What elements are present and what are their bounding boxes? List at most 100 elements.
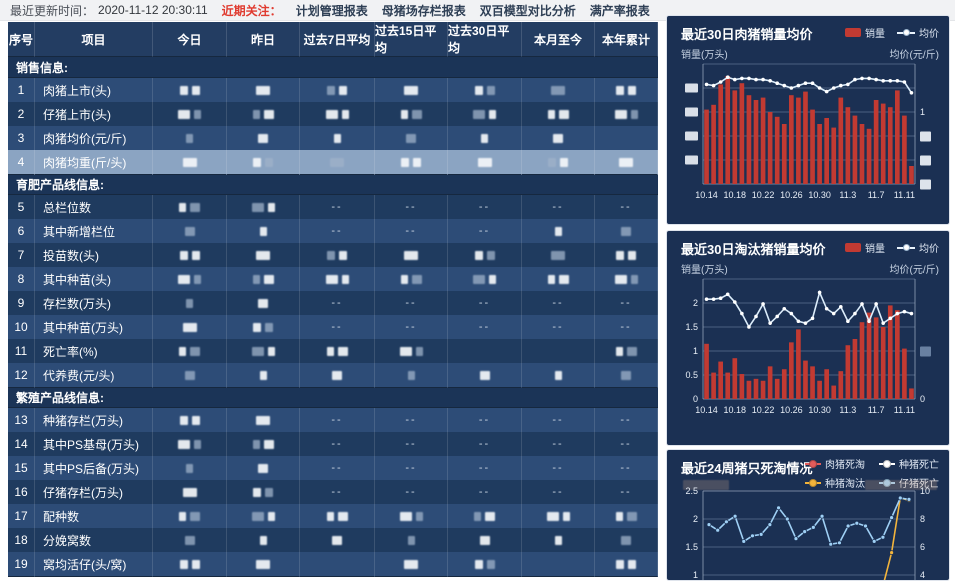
redacted-value xyxy=(179,415,188,425)
svg-text:10.18: 10.18 xyxy=(724,405,747,415)
redacted-value xyxy=(179,559,188,569)
redacted-value xyxy=(399,511,412,521)
redacted-value xyxy=(190,202,200,212)
data-cell xyxy=(227,552,300,577)
data-cell xyxy=(153,408,227,433)
legend-item-meat-pig-loss[interactable]: 肉猪死淘 xyxy=(805,456,865,471)
row-item-name: 存栏数(万头) xyxy=(35,291,153,316)
svg-text:10: 10 xyxy=(920,486,930,496)
data-cell: -- xyxy=(448,195,522,220)
svg-text:6: 6 xyxy=(920,542,925,552)
chart1-yright-name: 均价(元/斤) xyxy=(889,50,939,61)
row-item-name: 肉猪均重(斤/头) xyxy=(35,150,153,175)
data-cell xyxy=(522,102,595,127)
table-row[interactable]: 12 代养费(元/头) xyxy=(8,363,658,388)
link-sow-farm-report[interactable]: 母猪场存栏报表 xyxy=(381,3,466,18)
legend-item-piglet-death[interactable]: 仔猪死亡 xyxy=(879,475,939,490)
empty-value-dash: -- xyxy=(405,486,417,498)
table-row[interactable]: 4 肉猪均重(斤/头) xyxy=(8,150,658,175)
data-cell: -- xyxy=(522,432,595,457)
svg-text:2.5: 2.5 xyxy=(685,486,698,496)
table-row[interactable]: 14 其中PS基母(万头) -- -- -- -- -- xyxy=(8,432,658,457)
row-number: 12 xyxy=(8,363,35,388)
blue-line-legend-chip xyxy=(879,478,895,487)
legend-item-sales[interactable]: 销量 xyxy=(845,240,885,255)
row-item-name: 代养费(元/头) xyxy=(35,363,153,388)
redacted-value xyxy=(547,109,555,119)
link-model-compare[interactable]: 双百模型对比分析 xyxy=(479,3,576,18)
redacted-value xyxy=(178,439,190,449)
redacted-value xyxy=(265,487,273,497)
svg-text:11.11: 11.11 xyxy=(894,190,915,200)
data-cell xyxy=(375,126,448,151)
redacted-value xyxy=(339,250,347,260)
table-row[interactable]: 3 肉猪均价(元/斤) xyxy=(8,126,658,151)
svg-text:10.22: 10.22 xyxy=(752,190,775,200)
table-row[interactable]: 2 仔猪上市(头) xyxy=(8,102,658,127)
data-cell: -- xyxy=(595,195,658,220)
link-capacity-report[interactable]: 满产率报表 xyxy=(589,3,650,18)
table-row[interactable]: 18 分娩窝数 xyxy=(8,528,658,553)
table-row[interactable]: 15 其中PS后备(万头) -- -- -- -- -- xyxy=(8,456,658,481)
section-header-1: 育肥产品线信息: xyxy=(8,174,658,195)
data-cell xyxy=(522,339,595,364)
redacted-value xyxy=(404,250,418,260)
redacted-value xyxy=(621,535,631,545)
redacted-value xyxy=(551,85,565,95)
data-cell: -- xyxy=(595,480,658,505)
redacted-value xyxy=(179,511,186,521)
redacted-value xyxy=(332,370,342,380)
table-row[interactable]: 8 其中种苗(头) xyxy=(8,267,658,292)
table-row[interactable]: 1 肉猪上市(头) xyxy=(8,78,658,103)
data-cell xyxy=(300,102,375,127)
redacted-value xyxy=(259,226,267,236)
data-cell xyxy=(595,267,658,292)
redacted-value xyxy=(626,511,637,521)
data-cell: -- xyxy=(448,291,522,316)
column-header: 序号 xyxy=(8,22,35,57)
redacted-value xyxy=(485,511,495,521)
top-status-bar: 最近更新时间： 2020-11-12 20:30:11 近期关注： 计划管理报表… xyxy=(0,0,955,21)
table-row[interactable]: 19 窝均活仔(头/窝) xyxy=(8,552,658,577)
empty-value-dash: -- xyxy=(552,462,564,474)
legend-item-breeder-death[interactable]: 种猪死亡 xyxy=(879,456,939,471)
legend-item-sales[interactable]: 销量 xyxy=(845,25,885,40)
empty-value-dash: -- xyxy=(478,321,491,333)
table-row[interactable]: 10 其中种苗(万头) -- -- -- -- -- xyxy=(8,315,658,340)
data-cell xyxy=(153,195,227,220)
chart3-yleft-name-redacted xyxy=(683,480,729,490)
empty-value-dash: -- xyxy=(405,225,417,237)
redacted-value xyxy=(337,346,348,356)
legend-item-avg-price[interactable]: 均价 xyxy=(897,240,939,255)
table-row[interactable]: 6 其中新增栏位 -- -- -- xyxy=(8,219,658,244)
chart1-legend: 销量 均价 xyxy=(845,25,939,40)
table-row[interactable]: 17 配种数 xyxy=(8,504,658,529)
redacted-value xyxy=(253,157,261,167)
row-number: 1 xyxy=(8,78,35,103)
redacted-value xyxy=(182,487,197,497)
data-cell xyxy=(300,126,375,151)
redacted-tick xyxy=(685,131,698,141)
legend-item-breeder-cull[interactable]: 种猪淘汰 xyxy=(805,475,865,490)
row-number: 2 xyxy=(8,102,35,127)
row-number: 16 xyxy=(8,480,35,505)
svg2-line-series xyxy=(704,290,914,329)
redacted-value xyxy=(252,109,260,119)
data-cell xyxy=(227,432,300,457)
redacted-value xyxy=(404,85,418,95)
legend-item-avg-price[interactable]: 均价 xyxy=(897,25,939,40)
row-item-name: 窝均活仔(头/窝) xyxy=(35,552,153,577)
chart3-title: 最近24周猪只死淘情况 xyxy=(681,461,813,476)
table-row[interactable]: 16 仔猪存栏(万头) -- -- -- -- -- xyxy=(8,480,658,505)
data-cell: -- xyxy=(522,408,595,433)
table-row[interactable]: 13 种猪存栏(万头) -- -- -- -- -- xyxy=(8,408,658,433)
table-row[interactable]: 5 总栏位数 -- -- -- -- -- xyxy=(8,195,658,220)
table-row[interactable]: 11 死亡率(%) xyxy=(8,339,658,364)
table-row[interactable]: 9 存栏数(万头) -- -- -- -- -- xyxy=(8,291,658,316)
table-row[interactable]: 7 投苗数(头) xyxy=(8,243,658,268)
pig-sales-price-chart-card: 最近30日肉猪销量均价 销量 均价 销量(万头) 均价(元/斤) 10.14 10… xyxy=(666,15,950,225)
empty-value-dash: -- xyxy=(552,297,564,309)
redacted-value xyxy=(267,511,275,521)
link-plan-report[interactable]: 计划管理报表 xyxy=(295,3,368,18)
data-cell xyxy=(300,267,375,292)
